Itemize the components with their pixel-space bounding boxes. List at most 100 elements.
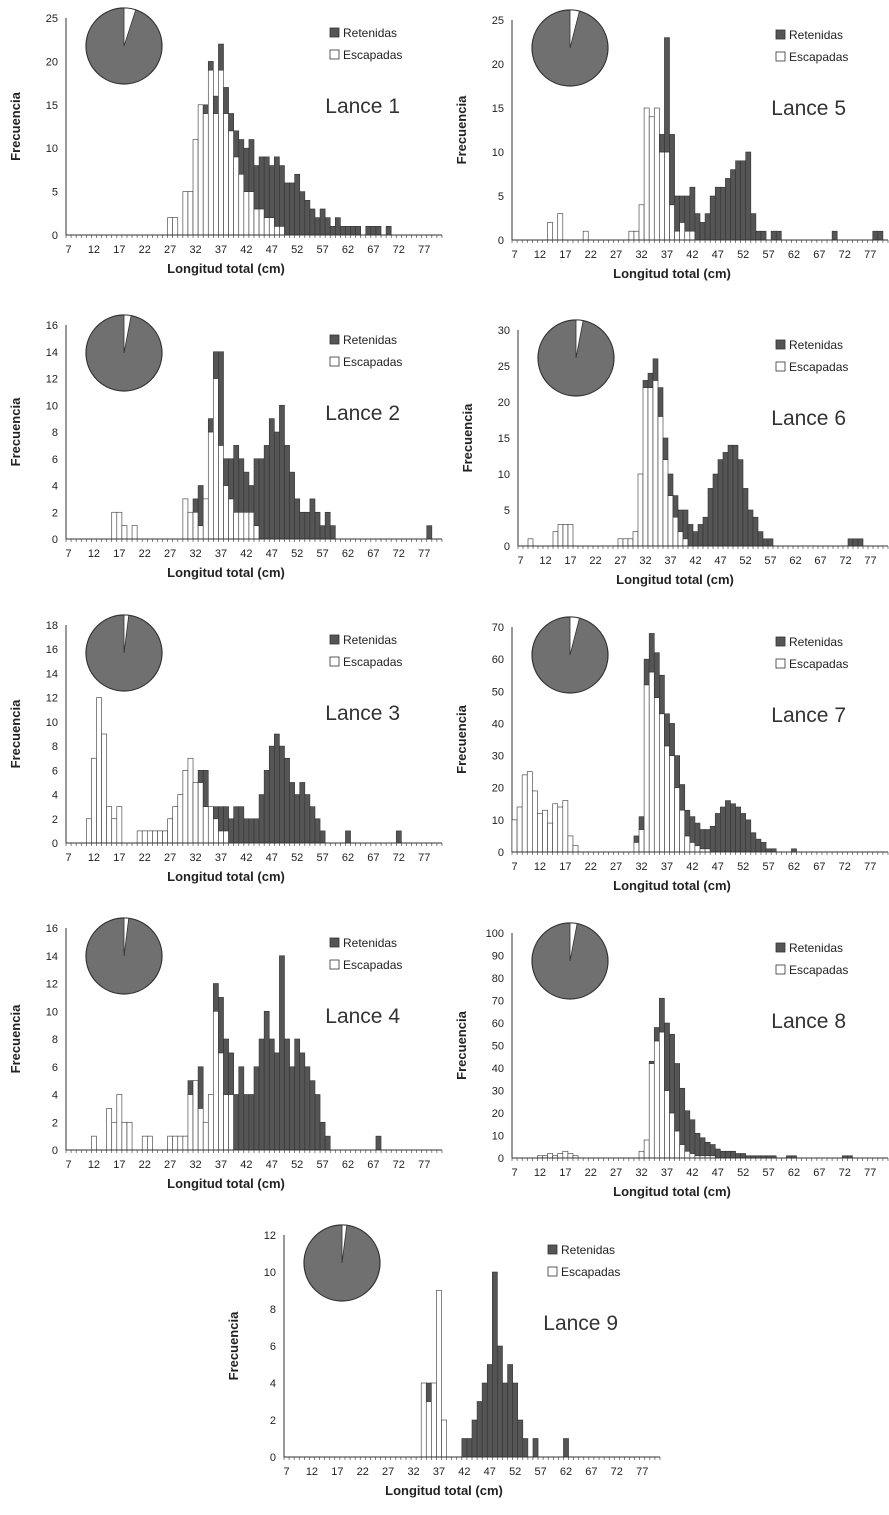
bar-retenidas	[233, 445, 240, 513]
bar-retenidas	[395, 830, 402, 844]
x-tick-label: 52	[291, 548, 303, 560]
bar-escapadas	[213, 1010, 219, 1151]
x-tick-label: 62	[342, 548, 354, 560]
bar-retenidas	[760, 842, 767, 853]
x-tick-label: 67	[814, 555, 826, 567]
bar-retenidas	[657, 387, 664, 417]
bar-retenidas	[492, 1271, 498, 1458]
bar-retenidas	[669, 134, 675, 206]
bar-retenidas	[704, 213, 711, 241]
bar-escapadas	[106, 806, 113, 844]
y-tick-label: 80	[492, 973, 504, 985]
bar-retenidas	[238, 1066, 245, 1151]
bar-retenidas	[694, 213, 701, 241]
x-tick-label: 42	[686, 1167, 698, 1179]
chart-panel-8: 0 10 20 30 40 50 60 70 80 90 100 7 12 17 22 27 32 37 42 47 5…	[454, 922, 889, 1199]
bar-escapadas	[274, 226, 280, 236]
chart-title: Lance 7	[771, 704, 846, 727]
bar-retenidas	[471, 1419, 478, 1458]
bar-escapadas	[689, 230, 696, 241]
bar-retenidas	[197, 1066, 204, 1109]
legend-swatch-retenidas	[329, 634, 340, 645]
y-tick-label: 15	[498, 433, 510, 445]
x-tick-label: 57	[764, 555, 776, 567]
x-tick-label: 12	[88, 244, 100, 256]
x-tick-label: 47	[266, 244, 278, 256]
x-axis-title: Longitud total (cm)	[613, 266, 731, 281]
x-tick-label: 32	[635, 249, 647, 261]
x-tick-label: 27	[610, 1167, 622, 1179]
bar-escapadas	[436, 1290, 442, 1458]
bar-retenidas	[689, 186, 696, 232]
legend-label: Escapadas	[343, 48, 402, 62]
x-tick-label: 27	[614, 555, 626, 567]
y-tick-label: 10	[498, 469, 510, 481]
bar-retenidas	[694, 1132, 701, 1157]
bar-retenidas	[274, 156, 280, 227]
bar-escapadas	[111, 818, 118, 844]
x-tick-label: 47	[266, 548, 278, 560]
bar-escapadas	[243, 511, 250, 540]
bar-escapadas	[172, 1135, 179, 1151]
y-tick-label: 0	[498, 235, 504, 247]
bar-retenidas	[274, 733, 280, 844]
bar-escapadas	[223, 1094, 229, 1151]
bar-escapadas	[582, 230, 589, 241]
bar-escapadas	[192, 511, 199, 540]
bar-escapadas	[243, 191, 250, 236]
bar-retenidas	[345, 226, 351, 236]
y-tick-label: 10	[264, 1267, 276, 1279]
x-tick-label: 12	[88, 852, 100, 864]
bar-retenidas	[745, 151, 752, 241]
x-tick-label: 77	[418, 548, 430, 560]
x-tick-label: 7	[511, 861, 517, 873]
bar-retenidas	[699, 222, 706, 241]
bar-retenidas	[737, 459, 744, 547]
bar-escapadas	[253, 525, 260, 540]
x-tick-label: 72	[839, 249, 851, 261]
bar-escapadas	[672, 516, 679, 547]
x-axis-title: Longitud total (cm)	[613, 1184, 731, 1199]
legend-swatch-escapadas	[329, 49, 340, 60]
bar-retenidas	[481, 1382, 488, 1458]
bar-escapadas	[425, 1401, 432, 1458]
x-tick-label: 72	[393, 1159, 405, 1171]
bar-escapadas	[632, 531, 639, 547]
bar-retenidas	[253, 1066, 260, 1151]
pie-slice-escapadas	[569, 922, 578, 962]
bar-retenidas	[872, 230, 879, 241]
bar-retenidas	[263, 770, 270, 844]
y-tick-label: 0	[498, 847, 504, 859]
bar-retenidas	[664, 713, 670, 747]
y-tick-label: 18	[46, 620, 58, 632]
bar-retenidas	[767, 538, 774, 547]
bar-escapadas	[552, 803, 559, 853]
bar-escapadas	[101, 733, 107, 844]
y-tick-label: 4	[52, 790, 58, 802]
y-tick-label: 30	[498, 325, 510, 337]
y-tick-label: 8	[52, 427, 58, 439]
y-tick-label: 90	[492, 951, 504, 963]
bar-escapadas	[633, 230, 640, 241]
bar-escapadas	[669, 755, 675, 853]
bar-retenidas	[755, 230, 762, 241]
bar-escapadas	[642, 387, 649, 547]
bar-retenidas	[213, 351, 219, 379]
bar-escapadas	[213, 818, 219, 844]
bar-escapadas	[648, 1063, 655, 1159]
x-tick-label: 7	[511, 249, 517, 261]
y-tick-label: 16	[46, 644, 58, 656]
bar-escapadas	[647, 387, 654, 547]
bar-retenidas	[730, 169, 736, 241]
legend-label: Retenidas	[343, 633, 397, 647]
legend-label: Escapadas	[789, 50, 848, 64]
bar-escapadas	[441, 1419, 447, 1458]
bar-escapadas	[192, 139, 199, 236]
bar-retenidas	[679, 1087, 686, 1145]
y-tick-label: 5	[498, 191, 504, 203]
bar-retenidas	[268, 1038, 275, 1151]
bar-retenidas	[740, 160, 747, 241]
y-tick-label: 20	[492, 783, 504, 795]
x-tick-label: 37	[215, 1159, 227, 1171]
bar-retenidas	[304, 511, 311, 540]
